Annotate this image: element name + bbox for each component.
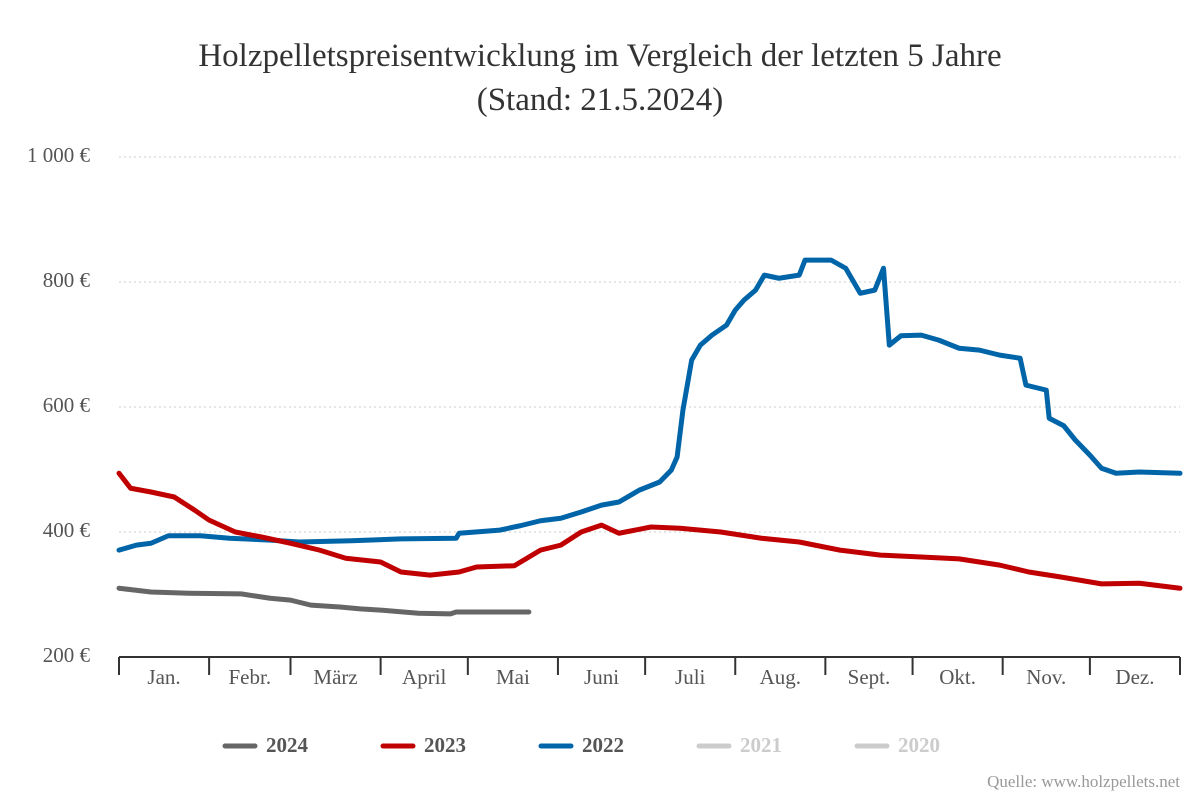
legend-label[interactable]: 2020 [898, 733, 940, 757]
chart-title: Holzpelletspreisentwicklung im Vergleich… [198, 38, 1002, 118]
legend-label[interactable]: 2023 [424, 733, 466, 757]
source: Quelle: www.holzpellets.net [987, 772, 1180, 791]
x-tick-label: Dez. [1115, 665, 1154, 689]
series-line [116, 470, 1183, 591]
x-tick-label: Jan. [147, 665, 180, 689]
x-tick-label: Mai [496, 665, 530, 689]
x-tick-label: Aug. [760, 665, 801, 689]
y-tick-label: 600 € [43, 393, 91, 417]
y-tick-label: 200 € [43, 643, 91, 667]
legend-label[interactable]: 2021 [740, 733, 782, 757]
y-tick-label: 1 000 € [27, 143, 91, 167]
x-tick-label: April [402, 665, 446, 689]
x-tick-label: Juli [675, 665, 706, 689]
series-line [116, 257, 1183, 553]
x-tick-label: Okt. [939, 665, 976, 689]
y-tick-label: 400 € [43, 518, 91, 542]
y-tick-label: 800 € [43, 268, 91, 292]
x-tick-label: März [313, 665, 357, 689]
x-tick-label: Febr. [229, 665, 272, 689]
x-tick-label: Nov. [1026, 665, 1066, 689]
series-line [116, 585, 532, 617]
legend-label[interactable]: 2022 [582, 733, 624, 757]
x-tick-label: Sept. [848, 665, 891, 689]
legend-label[interactable]: 2024 [266, 733, 309, 757]
x-tick-label: Juni [584, 665, 619, 689]
